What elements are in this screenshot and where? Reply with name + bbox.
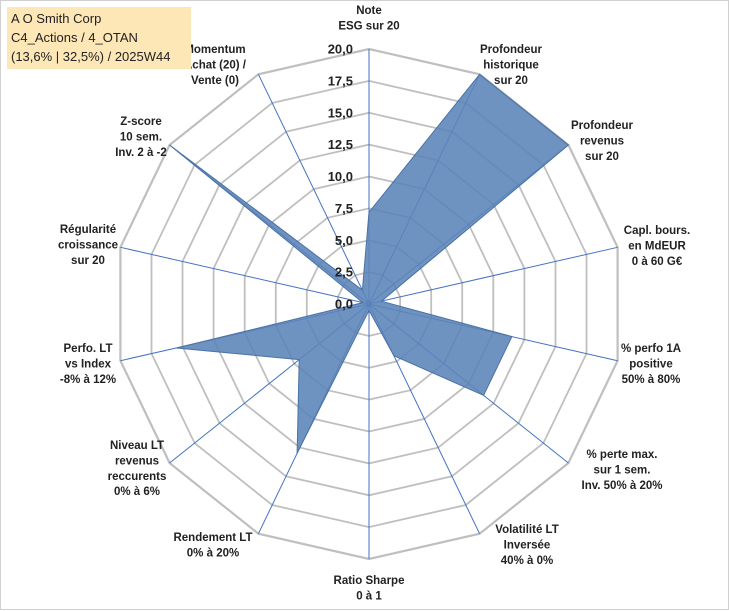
axis-label-line: -8% à 12% bbox=[60, 374, 116, 386]
tick-label: 7,5 bbox=[335, 201, 353, 216]
axis-label: Z-score 10 sem. Inv. 2 à -2 bbox=[115, 116, 167, 159]
axis-label-line: 50% à 80% bbox=[622, 374, 681, 386]
axis-label-line: sur 20 bbox=[585, 151, 619, 163]
axis-label: % perfo 1A positive 50% à 80% bbox=[621, 343, 681, 386]
axis-label-line: Inv. 50% à 20% bbox=[582, 480, 663, 492]
axis-label: Ratio Sharpe 0 à 1 bbox=[334, 575, 405, 602]
axis-label-line: Profondeur bbox=[571, 120, 633, 132]
axis-label-line: 0% à 6% bbox=[114, 486, 160, 498]
axis-label-line: Ratio Sharpe bbox=[334, 575, 405, 587]
axis-spoke bbox=[257, 74, 370, 305]
tick-label: 2,5 bbox=[335, 265, 353, 280]
tick-label: 10,0 bbox=[328, 169, 353, 184]
axis-label-line: Vente (0) bbox=[191, 75, 239, 87]
axis-label-line: reccurents bbox=[108, 471, 167, 483]
title-stats: (13,6% | 32,5%) / 2025W44 bbox=[11, 49, 171, 64]
tick-label: 5,0 bbox=[335, 233, 353, 248]
axis-label: Niveau LT revenus reccurents 0% à 6% bbox=[108, 440, 167, 498]
axis-label: Momentum Achat (20) / Vente (0) bbox=[184, 44, 247, 87]
axis-label: Note ESG sur 20 bbox=[338, 5, 399, 32]
axis-label-line: 0% à 20% bbox=[187, 547, 239, 559]
axis-label-line: Note bbox=[356, 5, 382, 17]
tick-label: 17,5 bbox=[328, 73, 353, 88]
tick-label: 12,5 bbox=[328, 137, 353, 152]
title-category: C4_Actions / 4_OTAN bbox=[11, 30, 138, 45]
tick-label: 15,0 bbox=[328, 105, 353, 120]
axis-label-line: Rendement LT bbox=[173, 532, 252, 544]
axis-label-line: Momentum bbox=[184, 44, 245, 56]
axis-spoke bbox=[368, 246, 618, 305]
axis-label-line: 0 à 60 G€ bbox=[632, 256, 683, 268]
axis-label-line: Perfo. LT bbox=[64, 343, 113, 355]
axis-label-line: 10 sem. bbox=[120, 131, 162, 143]
axis-label-line: 0 à 1 bbox=[356, 590, 382, 602]
axis-label-line: % perte max. bbox=[587, 449, 658, 461]
axis-label-line: vs Index bbox=[65, 358, 112, 370]
axis-label: Profondeur historique sur 20 bbox=[480, 44, 542, 87]
axis-label: Profondeur revenus sur 20 bbox=[571, 120, 633, 163]
axis-label: Volatilité LT Inversée 40% à 0% bbox=[495, 524, 558, 567]
tick-label: 0,0 bbox=[335, 297, 353, 312]
axis-label-line: en MdEUR bbox=[628, 240, 686, 252]
axis-label-line: Régularité bbox=[60, 224, 116, 236]
axis-label-line: Inversée bbox=[504, 539, 551, 551]
axis-label-line: Z-score bbox=[120, 116, 162, 128]
axis-label-line: Profondeur bbox=[480, 44, 542, 56]
axis-label-line: Volatilité LT bbox=[495, 524, 558, 536]
axis-label-line: sur 1 sem. bbox=[594, 464, 651, 476]
axis-label-line: historique bbox=[483, 59, 539, 71]
axis-label-line: % perfo 1A bbox=[621, 343, 681, 355]
axis-label: Capl. bours. en MdEUR 0 à 60 G€ bbox=[624, 225, 690, 268]
axis-spoke bbox=[120, 246, 370, 305]
title-company: A O Smith Corp bbox=[11, 11, 102, 26]
axis-label-line: Achat (20) / bbox=[184, 59, 247, 71]
axis-label-line: Capl. bours. bbox=[624, 225, 690, 237]
tick-label: 20,0 bbox=[328, 42, 353, 57]
axis-label-line: sur 20 bbox=[494, 75, 528, 87]
axis-label: Régularité croissance sur 20 bbox=[58, 224, 118, 267]
axis-label-line: Niveau LT bbox=[110, 440, 164, 452]
data-series-polygon bbox=[169, 73, 570, 454]
axis-label-line: Inv. 2 à -2 bbox=[115, 147, 167, 159]
axis-label-line: croissance bbox=[58, 239, 118, 251]
axis-label: Rendement LT 0% à 20% bbox=[173, 532, 252, 559]
axis-label-line: revenus bbox=[580, 135, 624, 147]
axis-label: % perte max. sur 1 sem. Inv. 50% à 20% bbox=[582, 449, 663, 492]
title-box: A O Smith Corp C4_Actions / 4_OTAN (13,6… bbox=[7, 7, 191, 69]
axis-label-line: positive bbox=[629, 358, 672, 370]
axis-label-line: sur 20 bbox=[71, 255, 105, 267]
axis-label-line: 40% à 0% bbox=[501, 555, 553, 567]
axis-label-line: revenus bbox=[115, 455, 159, 467]
axis-label: Perfo. LT vs Index -8% à 12% bbox=[60, 343, 116, 386]
axis-label-line: ESG sur 20 bbox=[338, 20, 399, 32]
